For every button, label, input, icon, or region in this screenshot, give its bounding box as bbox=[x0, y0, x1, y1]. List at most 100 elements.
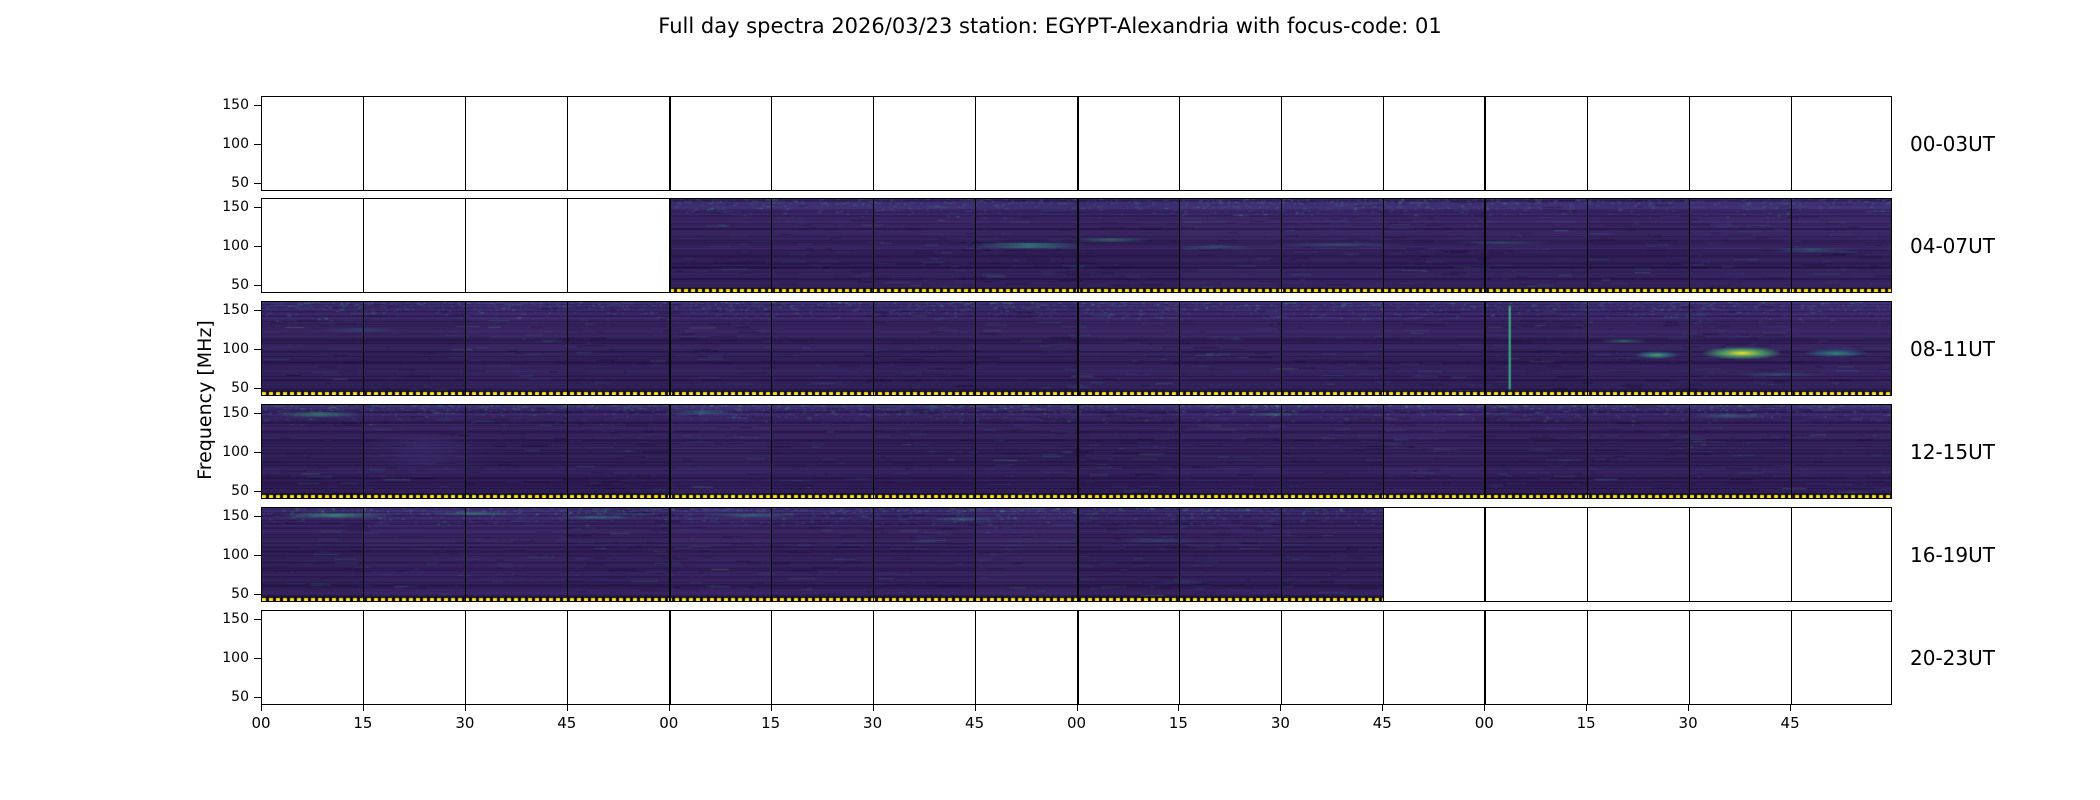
panel-divider bbox=[1076, 611, 1079, 704]
panel-divider bbox=[1076, 405, 1079, 498]
x-tick-label: 15 bbox=[1576, 714, 1596, 732]
panel-divider bbox=[1688, 508, 1690, 601]
panel-divider bbox=[873, 302, 875, 395]
panel-divider bbox=[1178, 199, 1180, 292]
panel-divider bbox=[1688, 97, 1690, 190]
panel-divider bbox=[1178, 611, 1180, 704]
panel-divider bbox=[873, 611, 875, 704]
panel-divider bbox=[1382, 199, 1384, 292]
panel-divider bbox=[1280, 508, 1282, 601]
spectrogram-canvas bbox=[262, 508, 1383, 601]
x-tick-mark bbox=[362, 705, 364, 711]
y-tick-mark bbox=[254, 348, 261, 350]
panel-divider bbox=[363, 199, 365, 292]
y-tick-mark bbox=[254, 309, 261, 311]
y-tick-label: 100 bbox=[222, 340, 249, 357]
panel-divider bbox=[668, 508, 671, 601]
y-tick-mark bbox=[254, 245, 261, 247]
panel-divider bbox=[1586, 199, 1588, 292]
panel-divider bbox=[363, 611, 365, 704]
panel-divider bbox=[975, 97, 977, 190]
y-tick-mark bbox=[254, 515, 261, 517]
y-tick-label: 150 bbox=[222, 404, 249, 421]
panel-divider bbox=[771, 199, 773, 292]
panel-divider bbox=[1076, 302, 1079, 395]
y-tick-mark bbox=[254, 618, 261, 620]
panel-divider bbox=[771, 508, 773, 601]
y-tick-label: 50 bbox=[231, 689, 249, 706]
panel-divider bbox=[975, 611, 977, 704]
panel-divider bbox=[363, 405, 365, 498]
panel-divider bbox=[873, 508, 875, 601]
panel-divider bbox=[1280, 97, 1282, 190]
panel-divider bbox=[1586, 405, 1588, 498]
x-tick-mark bbox=[1688, 705, 1690, 711]
panel-divider bbox=[1382, 302, 1384, 395]
y-tick-mark bbox=[254, 206, 261, 208]
x-tick-label: 45 bbox=[557, 714, 577, 732]
panel-divider bbox=[1790, 508, 1792, 601]
y-tick-label: 50 bbox=[231, 277, 249, 294]
panel-divider bbox=[567, 611, 569, 704]
panel-divider bbox=[1586, 611, 1588, 704]
panel-divider bbox=[1178, 405, 1180, 498]
y-tick-label: 100 bbox=[222, 546, 249, 563]
panel-divider bbox=[1790, 611, 1792, 704]
panel-divider bbox=[567, 199, 569, 292]
y-tick-label: 150 bbox=[222, 507, 249, 524]
x-tick-mark bbox=[1484, 705, 1486, 711]
panel-divider bbox=[668, 199, 671, 292]
x-tick-label: 00 bbox=[1066, 714, 1087, 732]
x-tick-label: 15 bbox=[1168, 714, 1188, 732]
panel-divider bbox=[1178, 508, 1180, 601]
panel-divider bbox=[363, 302, 365, 395]
x-tick-label: 00 bbox=[1474, 714, 1494, 732]
panel-divider bbox=[465, 302, 467, 395]
y-tick-label: 50 bbox=[231, 586, 249, 603]
panel-divider bbox=[1484, 405, 1487, 498]
x-tick-label: 00 bbox=[659, 714, 679, 732]
row-time-label: 00-03UT bbox=[1910, 131, 1995, 156]
panel-divider bbox=[465, 97, 467, 190]
panel-divider bbox=[1688, 611, 1690, 704]
spectra-row-08-11ut bbox=[261, 301, 1892, 396]
panel-divider bbox=[1076, 199, 1079, 292]
spectra-row-00-03ut bbox=[261, 96, 1892, 191]
y-tick-mark bbox=[254, 451, 261, 453]
panel-divider bbox=[1178, 97, 1180, 190]
x-tick-mark bbox=[464, 705, 466, 711]
panel-divider bbox=[873, 97, 875, 190]
y-tick-mark bbox=[254, 104, 261, 106]
x-tick-mark bbox=[261, 705, 262, 711]
panel-divider bbox=[1280, 199, 1282, 292]
x-tick-mark bbox=[1382, 705, 1384, 711]
x-tick-mark bbox=[566, 705, 568, 711]
panel-divider bbox=[1484, 302, 1487, 395]
y-tick-label: 100 bbox=[222, 237, 249, 254]
x-tick-mark bbox=[974, 705, 976, 711]
panel-divider bbox=[465, 508, 467, 601]
panel-divider bbox=[873, 405, 875, 498]
x-tick-mark bbox=[1178, 705, 1180, 711]
x-tick-mark bbox=[1280, 705, 1282, 711]
y-tick-label: 100 bbox=[222, 649, 249, 666]
x-tick-label: 15 bbox=[761, 714, 781, 732]
x-tick-label: 30 bbox=[455, 714, 475, 732]
x-tick-mark bbox=[1790, 705, 1792, 711]
figure-title: Full day spectra 2026/03/23 station: EGY… bbox=[658, 14, 1442, 38]
y-tick-mark bbox=[254, 183, 261, 185]
panel-divider bbox=[567, 302, 569, 395]
y-tick-mark bbox=[254, 594, 261, 596]
panel-divider bbox=[1280, 611, 1282, 704]
panel-divider bbox=[1790, 199, 1792, 292]
y-tick-label: 50 bbox=[231, 380, 249, 397]
panel-divider bbox=[1790, 405, 1792, 498]
y-tick-label: 50 bbox=[231, 483, 249, 500]
y-tick-mark bbox=[254, 697, 261, 699]
panel-divider bbox=[668, 97, 671, 190]
spectra-row-04-07ut bbox=[261, 198, 1892, 293]
x-tick-mark bbox=[770, 705, 772, 711]
y-tick-mark bbox=[254, 491, 261, 493]
panel-divider bbox=[1586, 302, 1588, 395]
